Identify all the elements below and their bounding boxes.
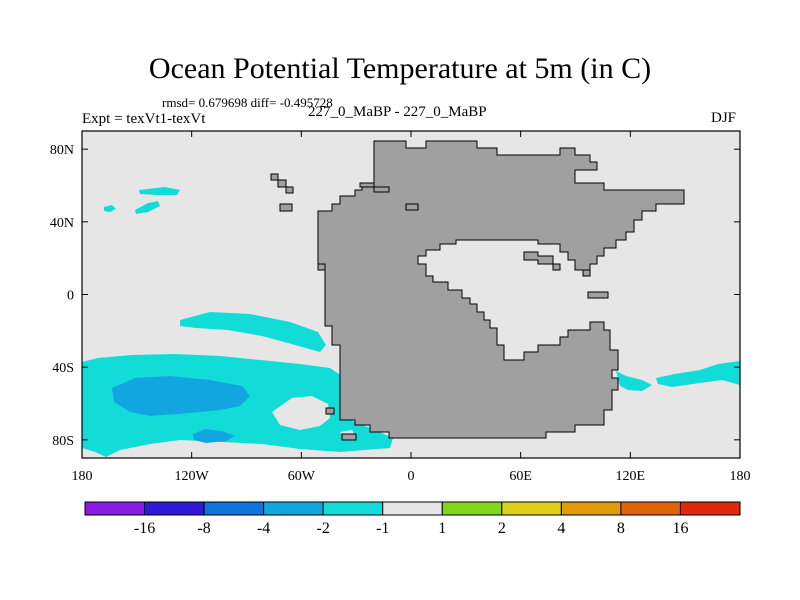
lon-tick-label: 60W (288, 469, 316, 484)
colorbar-label: -2 (317, 520, 330, 537)
lon-tick-label: 180 (72, 469, 93, 484)
colorbar-segment (144, 501, 205, 516)
land-island-japan (523, 251, 561, 271)
colorbar-label: -16 (134, 520, 155, 537)
colorbar-label: -8 (197, 520, 210, 537)
anomaly-patch-west-coast (104, 205, 116, 212)
lat-tick-label: 80N (50, 143, 74, 158)
lon-tick-label: 0 (408, 469, 415, 484)
lon-tick-label: 180 (730, 469, 751, 484)
lat-tick-label: 40S (52, 361, 74, 376)
anomaly-patch-equatorial (180, 312, 326, 352)
lon-tick-label: 120E (616, 469, 646, 484)
anomaly-patch-southern-core (112, 376, 250, 416)
colorbar-segment (382, 501, 443, 516)
colorbar-label: -1 (376, 520, 389, 537)
lon-tick-label: 120W (175, 469, 210, 484)
colorbar-segment (560, 501, 622, 516)
land-island-pacific-small (582, 269, 591, 277)
land-small-island-west (317, 263, 326, 271)
lat-axis: 80N 40N 0 40S 80S (50, 143, 740, 449)
lon-tick-label: 60E (509, 469, 532, 484)
land-arctic-island-1 (270, 173, 294, 194)
anomaly-patch-north-pacific-small (135, 201, 160, 214)
anomaly-patch-north-pacific (139, 187, 180, 195)
colorbar-segment (322, 501, 384, 516)
lat-tick-label: 80S (52, 434, 74, 449)
colorbar-segment (263, 501, 324, 516)
land-island-south-2 (341, 433, 357, 441)
colorbar-segment (679, 501, 741, 516)
colorbar-label: 4 (557, 520, 565, 537)
background-island-southern (272, 396, 330, 430)
land-masses (270, 140, 685, 441)
runs-label: 227_0_MaBP - 227_0_MaBP (308, 104, 487, 120)
land-arctic-island-3 (373, 186, 390, 193)
land-island-south (325, 407, 335, 415)
colorbar-label: 16 (672, 520, 688, 537)
colorbar-segment (441, 501, 503, 516)
stats-label: rmsd= 0.679698 diff= -0.495728 (162, 95, 333, 110)
colorbar-segment (84, 501, 146, 516)
anomaly-patch-south-pacific-east (656, 361, 740, 387)
lat-tick-label: 40N (50, 216, 74, 231)
experiment-label: Expt = texVt1-texVt (82, 111, 206, 127)
land-mass-main (317, 140, 685, 439)
colorbar: -16 -8 -4 -2 -1 1 2 4 8 16 (84, 501, 741, 537)
colorbar-segment (620, 501, 681, 516)
anomaly-patch-southern-core-small (193, 429, 235, 443)
chart-title: Ocean Potential Temperature at 5m (in C) (148, 52, 652, 85)
land-island-mid (405, 203, 419, 211)
colorbar-segment (501, 501, 562, 516)
colorbar-label: -4 (257, 520, 270, 537)
colorbar-segment (203, 501, 265, 516)
colorbar-label: 1 (438, 520, 446, 537)
anomaly-patch-south-indian (616, 371, 652, 391)
colorbar-label: 8 (617, 520, 625, 537)
season-label: DJF (711, 110, 737, 126)
colorbar-label: 2 (498, 520, 506, 537)
land-alaska-tip (279, 203, 293, 212)
land-island-equator (587, 291, 609, 299)
lat-tick-label: 0 (67, 289, 74, 304)
anomaly-patches (82, 187, 740, 457)
lon-axis: 180 120W 60W 0 60E 120E 180 (72, 131, 751, 484)
land-arctic-island-2 (359, 182, 375, 188)
